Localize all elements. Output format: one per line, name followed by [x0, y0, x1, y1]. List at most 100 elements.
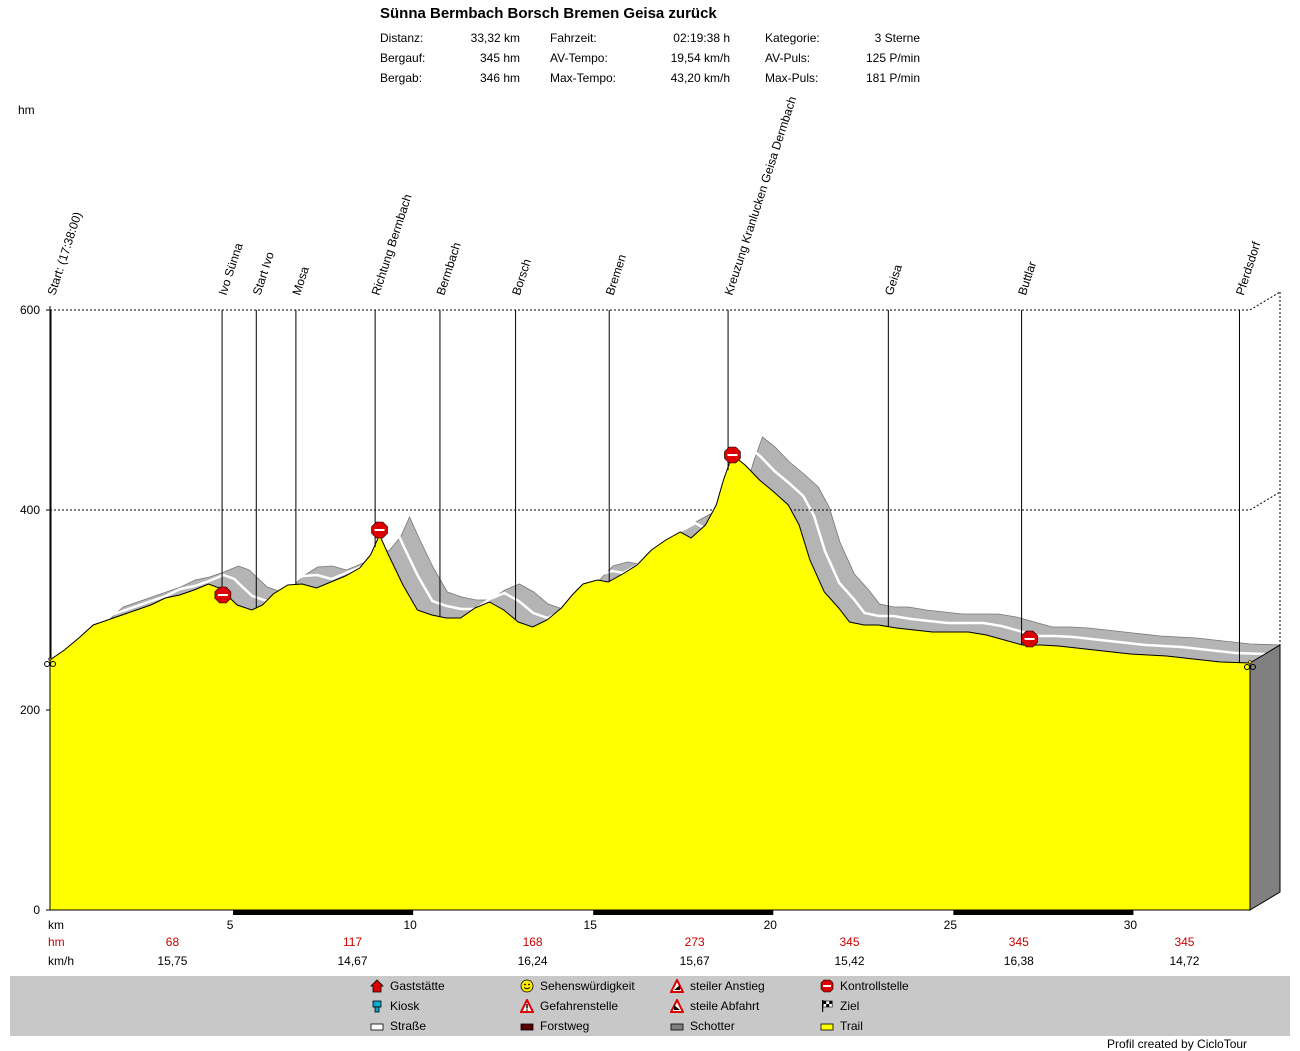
- waypoint-label-3: Mosa: [289, 264, 311, 297]
- x-tick-label: 25: [944, 918, 958, 932]
- y-tick-label: 200: [20, 703, 40, 717]
- stat-label-bergab: Bergab:: [380, 71, 423, 85]
- legend-item-forstweg: Forstweg: [520, 1019, 589, 1033]
- kmh-value-2: 16,24: [518, 954, 548, 968]
- stat-value-bergauf: 345 hm: [479, 51, 520, 65]
- chart-title: Sünna Bermbach Borsch Bremen Geisa zurüc…: [380, 5, 717, 22]
- forstweg-segment-0: [233, 910, 414, 915]
- forstweg-segment-2: [953, 910, 1134, 915]
- stat-value-bergab: 346 hm: [479, 71, 520, 85]
- gridline-depth-600: [1249, 291, 1281, 311]
- waypoint-label-6: Borsch: [509, 257, 534, 297]
- steep-up-icon: [669, 977, 685, 993]
- stop-icon: [820, 979, 834, 993]
- legend-item-steiler-anstieg: steiler Anstieg: [669, 977, 765, 993]
- kiosk-icon: [370, 999, 384, 1013]
- house-icon: [370, 979, 384, 993]
- hm-value-2: 168: [523, 935, 543, 949]
- trail-swatch-icon: [820, 1019, 834, 1033]
- waypoint-label-1: Ivo Sünna: [216, 241, 246, 297]
- stat-label-distanz: Distanz:: [380, 31, 424, 45]
- stop-marker-bar-0: [217, 594, 228, 596]
- hm-value-1: 117: [343, 935, 362, 949]
- stat-value-av-puls: 125 P/min: [865, 51, 920, 65]
- hm-value-4: 345: [840, 935, 860, 949]
- hm-value-6: 345: [1174, 935, 1194, 949]
- legend-item-sehenswuerdigkeit: Sehenswürdigkeit: [520, 979, 635, 993]
- waypoint-label-0: Start: (17:38:00): [45, 210, 85, 297]
- y-tick-label: 400: [20, 503, 40, 517]
- stat-label-av-tempo: AV-Tempo:: [550, 51, 608, 65]
- bike-wheel: [1244, 664, 1250, 670]
- legend-item-trail: Trail: [820, 1019, 863, 1033]
- forstweg-segment-1: [593, 910, 774, 915]
- stat-value-fahrzeit: 02:19:38 h: [673, 31, 730, 45]
- warning-icon: [519, 997, 535, 1013]
- legend-item-gefahrenstelle: Gefahrenstelle: [519, 997, 618, 1013]
- waypoint-label-10: Buttlar: [1015, 260, 1039, 297]
- waypoint-label-5: Bermbach: [433, 241, 463, 297]
- waypoint-label-8: Kreuzung Kranlucken Geisa Dermbach: [722, 95, 800, 297]
- stat-value-max-puls: 181 P/min: [865, 71, 920, 85]
- bike-rider: [1248, 660, 1252, 664]
- stop-marker-bar-2: [727, 454, 738, 456]
- x-tick-label: 5: [227, 918, 234, 932]
- hm-row-label: hm: [48, 935, 65, 949]
- hm-value-3: 273: [685, 935, 705, 949]
- waypoint-label-2: Start Ivo: [250, 250, 277, 297]
- legend-item-steile-abfahrt: steile Abfahrt: [669, 997, 759, 1013]
- y-tick-label: 0: [33, 903, 40, 917]
- bike-wheel: [44, 661, 50, 667]
- stop-marker-bar-1: [374, 529, 385, 531]
- legend-item-kiosk: Kiosk: [370, 999, 419, 1013]
- kmh-value-5: 16,38: [1004, 954, 1034, 968]
- stat-label-kategorie: Kategorie:: [765, 31, 820, 45]
- y-axis-label: hm: [18, 103, 35, 117]
- hm-value-5: 345: [1009, 935, 1029, 949]
- stat-label-av-puls: AV-Puls:: [765, 51, 811, 65]
- kmh-value-1: 14,67: [338, 954, 368, 968]
- stat-label-max-puls: Max-Puls:: [765, 71, 819, 85]
- profile-side-face: [1249, 644, 1281, 911]
- waypoint-label-4: Richtung Bermbach: [369, 192, 415, 297]
- kmh-value-0: 15,75: [157, 954, 187, 968]
- bike-wheel: [1250, 664, 1256, 670]
- waypoint-label-7: Bremen: [603, 253, 629, 297]
- road-swatch-icon: [370, 1019, 384, 1033]
- x-tick-label: 20: [764, 918, 778, 932]
- legend-item-kontrollstelle: Kontrollstelle: [820, 979, 909, 993]
- kmh-row-label: km/h: [48, 954, 74, 968]
- legend-item-schotter: Schotter: [670, 1019, 735, 1033]
- x-tick-label: 15: [584, 918, 598, 932]
- credit-text: Profil created by CicloTour: [1107, 1037, 1248, 1051]
- waypoint-label-11: Pferdsdorf: [1233, 239, 1264, 297]
- checkered-flag-icon: [820, 999, 834, 1013]
- bike-icon: [1244, 660, 1256, 670]
- stat-label-max-tempo: Max-Tempo:: [550, 71, 617, 85]
- stat-value-max-tempo: 43,20 km/h: [670, 71, 730, 85]
- legend-item-ziel: Ziel: [820, 999, 859, 1013]
- x-tick-label: 30: [1124, 918, 1138, 932]
- hm-value-0: 68: [166, 935, 180, 949]
- gridline-depth-400: [1249, 491, 1281, 511]
- steep-down-icon: [669, 997, 685, 1013]
- stop-marker-bar-3: [1024, 638, 1035, 640]
- stat-value-av-tempo: 19,54 km/h: [670, 51, 730, 65]
- forstweg-swatch-icon: [520, 1019, 534, 1033]
- stat-label-fahrzeit: Fahrzeit:: [550, 31, 597, 45]
- kmh-value-6: 14,72: [1169, 954, 1199, 968]
- stat-value-distanz: 33,32 km: [470, 31, 520, 45]
- x-axis-label: km: [48, 918, 64, 932]
- kmh-value-3: 15,67: [680, 954, 710, 968]
- waypoint-label-9: Geisa: [882, 262, 905, 296]
- y-tick-label: 600: [20, 303, 40, 317]
- legend-item-strasse: Straße: [370, 1019, 426, 1033]
- legend-item-gaststaette: Gaststätte: [370, 979, 445, 993]
- stat-value-kategorie: 3 Sterne: [874, 31, 920, 45]
- kmh-value-4: 15,42: [835, 954, 865, 968]
- legend: [10, 976, 1290, 1036]
- profile-area: [49, 454, 1251, 911]
- x-tick-label: 10: [403, 918, 417, 932]
- schotter-swatch-icon: [670, 1019, 684, 1033]
- smiley-icon: [520, 979, 534, 993]
